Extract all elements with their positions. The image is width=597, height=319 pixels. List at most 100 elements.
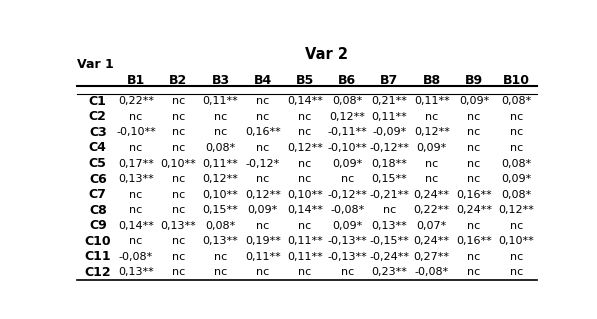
Text: nc: nc (256, 112, 269, 122)
Text: nc: nc (171, 127, 185, 137)
Text: nc: nc (510, 127, 523, 137)
Text: 0,13**: 0,13** (118, 267, 154, 278)
Text: -0,10**: -0,10** (116, 127, 156, 137)
Text: nc: nc (425, 174, 438, 184)
Text: B2: B2 (169, 74, 187, 86)
Text: 0,16**: 0,16** (456, 190, 492, 200)
Text: Var 1: Var 1 (77, 57, 113, 70)
Text: nc: nc (510, 112, 523, 122)
Text: B1: B1 (127, 74, 145, 86)
Text: -0,15**: -0,15** (370, 236, 410, 246)
Text: nc: nc (171, 174, 185, 184)
Text: 0,24**: 0,24** (414, 190, 450, 200)
Text: 0,09*: 0,09* (332, 221, 362, 231)
Text: 0,09*: 0,09* (501, 174, 531, 184)
Text: nc: nc (130, 190, 143, 200)
Text: B4: B4 (254, 74, 272, 86)
Text: -0,10**: -0,10** (327, 143, 367, 153)
Text: 0,09*: 0,09* (417, 143, 447, 153)
Text: C12: C12 (85, 266, 111, 279)
Text: C1: C1 (89, 95, 107, 108)
Text: nc: nc (171, 112, 185, 122)
Text: 0,15**: 0,15** (202, 205, 238, 215)
Text: -0,21**: -0,21** (370, 190, 410, 200)
Text: C8: C8 (89, 204, 107, 217)
Text: nc: nc (130, 143, 143, 153)
Text: C6: C6 (89, 173, 107, 186)
Text: nc: nc (214, 267, 227, 278)
Text: -0,24**: -0,24** (370, 252, 410, 262)
Text: nc: nc (467, 252, 481, 262)
Text: 0,08*: 0,08* (501, 159, 531, 168)
Text: 0,08*: 0,08* (205, 143, 236, 153)
Text: nc: nc (298, 267, 312, 278)
Text: 0,11**: 0,11** (414, 96, 450, 106)
Text: 0,17**: 0,17** (118, 159, 154, 168)
Text: nc: nc (467, 174, 481, 184)
Text: 0,11**: 0,11** (371, 112, 407, 122)
Text: nc: nc (467, 221, 481, 231)
Text: 0,09*: 0,09* (459, 96, 489, 106)
Text: 0,11**: 0,11** (202, 159, 238, 168)
Text: nc: nc (510, 221, 523, 231)
Text: 0,27**: 0,27** (414, 252, 450, 262)
Text: nc: nc (256, 143, 269, 153)
Text: 0,12**: 0,12** (245, 190, 281, 200)
Text: nc: nc (214, 112, 227, 122)
Text: 0,10**: 0,10** (287, 190, 323, 200)
Text: nc: nc (171, 96, 185, 106)
Text: Var 2: Var 2 (304, 47, 347, 62)
Text: nc: nc (298, 174, 312, 184)
Text: 0,13**: 0,13** (118, 174, 154, 184)
Text: 0,11**: 0,11** (202, 96, 238, 106)
Text: nc: nc (171, 143, 185, 153)
Text: 0,16**: 0,16** (245, 127, 281, 137)
Text: nc: nc (340, 267, 354, 278)
Text: nc: nc (256, 221, 269, 231)
Text: 0,07*: 0,07* (417, 221, 447, 231)
Text: 0,10**: 0,10** (498, 236, 534, 246)
Text: 0,23**: 0,23** (371, 267, 407, 278)
Text: -0,08*: -0,08* (330, 205, 364, 215)
Text: nc: nc (467, 143, 481, 153)
Text: nc: nc (467, 159, 481, 168)
Text: B9: B9 (465, 74, 483, 86)
Text: nc: nc (171, 252, 185, 262)
Text: nc: nc (130, 236, 143, 246)
Text: nc: nc (171, 236, 185, 246)
Text: -0,12**: -0,12** (370, 143, 410, 153)
Text: 0,08*: 0,08* (501, 96, 531, 106)
Text: 0,12**: 0,12** (202, 174, 238, 184)
Text: 0,14**: 0,14** (287, 205, 323, 215)
Text: nc: nc (130, 205, 143, 215)
Text: 0,24**: 0,24** (456, 205, 492, 215)
Text: nc: nc (510, 267, 523, 278)
Text: 0,22**: 0,22** (118, 96, 154, 106)
Text: -0,13**: -0,13** (327, 252, 367, 262)
Text: 0,12**: 0,12** (498, 205, 534, 215)
Text: -0,13**: -0,13** (327, 236, 367, 246)
Text: nc: nc (510, 143, 523, 153)
Text: 0,11**: 0,11** (287, 236, 323, 246)
Text: 0,12**: 0,12** (330, 112, 365, 122)
Text: nc: nc (425, 112, 438, 122)
Text: B5: B5 (296, 74, 314, 86)
Text: nc: nc (340, 174, 354, 184)
Text: B7: B7 (380, 74, 399, 86)
Text: nc: nc (298, 112, 312, 122)
Text: 0,18**: 0,18** (371, 159, 407, 168)
Text: C7: C7 (89, 188, 107, 201)
Text: nc: nc (130, 112, 143, 122)
Text: C11: C11 (85, 250, 111, 263)
Text: nc: nc (298, 159, 312, 168)
Text: nc: nc (510, 252, 523, 262)
Text: nc: nc (425, 159, 438, 168)
Text: 0,10**: 0,10** (161, 159, 196, 168)
Text: B3: B3 (211, 74, 229, 86)
Text: nc: nc (214, 127, 227, 137)
Text: 0,08*: 0,08* (205, 221, 236, 231)
Text: nc: nc (467, 127, 481, 137)
Text: C10: C10 (85, 235, 111, 248)
Text: C9: C9 (89, 219, 107, 232)
Text: C4: C4 (89, 142, 107, 154)
